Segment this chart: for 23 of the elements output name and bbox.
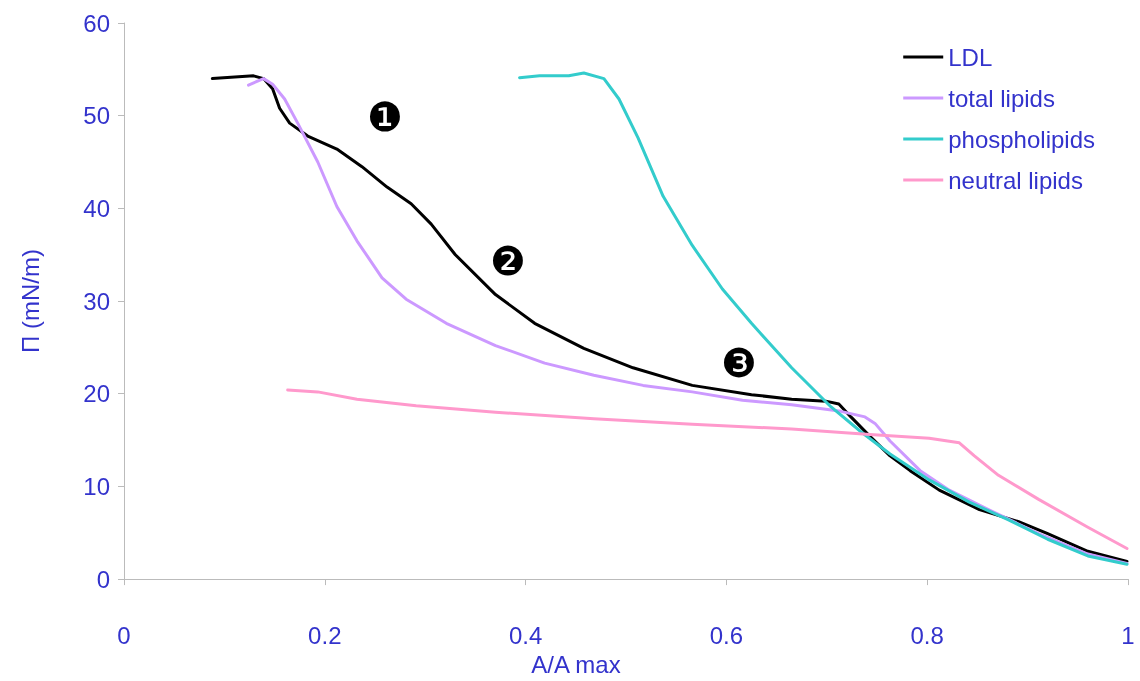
y-tick-label: 20 [83, 380, 110, 408]
x-tick-label: 0.8 [910, 621, 944, 649]
y-tick-label: 50 [83, 102, 110, 130]
y-tick-label: 40 [83, 194, 110, 222]
legend-label: LDL [948, 43, 993, 71]
annotation: ❸ [721, 340, 757, 386]
x-axis-title: A/A max [531, 650, 621, 678]
x-tick-label: 1 [1121, 621, 1135, 649]
y-tick-label: 60 [83, 9, 110, 37]
y-axis-title: Π (mN/m) [16, 249, 44, 354]
legend-label: neutral lipids [948, 166, 1083, 194]
legend-label: total lipids [948, 84, 1055, 112]
legend-label: phospholipids [948, 125, 1095, 153]
annotation: ❷ [490, 238, 526, 284]
x-tick-label: 0.4 [508, 621, 543, 649]
x-tick-label: 0.2 [308, 621, 342, 649]
annotation: ❶ [367, 94, 403, 140]
line-series [286, 388, 1129, 551]
y-tick-label: 0 [96, 565, 110, 593]
y-tick-label: 30 [83, 287, 110, 315]
x-tick-label: 0 [117, 621, 131, 649]
y-tick-label: 10 [83, 472, 110, 500]
x-tick-label: 0.6 [709, 621, 744, 649]
